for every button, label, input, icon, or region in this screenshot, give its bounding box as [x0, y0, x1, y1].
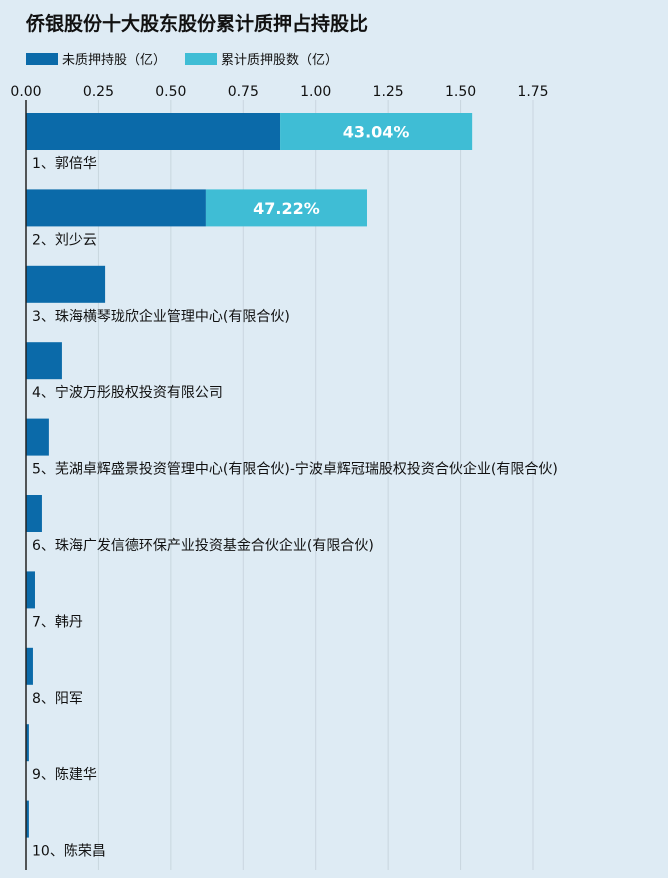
- category-label: 8、阳军: [32, 691, 83, 707]
- x-tick-label: 0.25: [83, 84, 114, 100]
- bar-segment: [26, 265, 106, 303]
- category-label: 6、珠海广发信德环保产业投资基金合伙企业(有限合伙): [32, 537, 374, 554]
- x-tick-label: 1.25: [373, 84, 404, 100]
- bar-segment: [26, 647, 33, 685]
- legend-label: 未质押持股（亿）: [62, 53, 166, 68]
- value-label: 47.22%: [253, 199, 320, 218]
- x-tick-label: 1.50: [445, 84, 476, 100]
- category-label: 2、刘少云: [32, 232, 97, 248]
- value-label: 43.04%: [343, 123, 410, 142]
- bar-segment: [26, 571, 35, 609]
- legend-swatch: [185, 53, 217, 65]
- bar-segment: [26, 189, 206, 227]
- category-label: 10、陈荣昌: [32, 843, 106, 860]
- bar-segment: [26, 724, 29, 762]
- bar-segment: [205, 189, 367, 227]
- x-tick-label: 0.75: [228, 84, 259, 100]
- category-label: 3、珠海横琴珑欣企业管理中心(有限合伙): [32, 308, 290, 325]
- category-label: 9、陈建华: [32, 766, 97, 783]
- chart-title: 侨银股份十大股东股份累计质押占持股比: [25, 12, 368, 35]
- legend-label: 累计质押股数（亿）: [221, 53, 338, 68]
- bar-segment: [26, 800, 29, 838]
- bar-segment: [26, 495, 42, 532]
- x-tick-label: 0.00: [10, 84, 41, 100]
- bar-segment: [26, 418, 49, 456]
- category-label: 7、韩丹: [32, 614, 83, 630]
- category-label: 4、宁波万彤股权投资有限公司: [32, 384, 223, 401]
- legend-swatch: [26, 53, 58, 65]
- x-tick-label: 0.50: [155, 84, 186, 100]
- x-tick-label: 1.75: [517, 84, 548, 100]
- category-label: 1、郭倍华: [32, 155, 97, 172]
- bar-segment: [26, 342, 62, 380]
- x-tick-label: 1.00: [300, 84, 331, 100]
- category-label: 5、芜湖卓辉盛景投资管理中心(有限合伙)-宁波卓辉冠瑞股权投资合伙企业(有限合伙…: [32, 461, 558, 478]
- bar-segment: [280, 113, 473, 150]
- bar-segment: [26, 113, 281, 150]
